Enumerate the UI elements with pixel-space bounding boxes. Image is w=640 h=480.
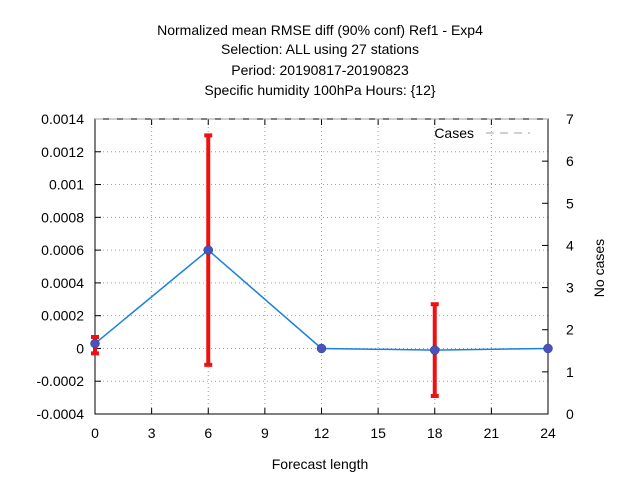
y-tick-label: 0.0012 bbox=[41, 144, 84, 160]
y-tick-label: 0.0004 bbox=[41, 275, 84, 291]
y-tick-label: 0.0002 bbox=[41, 308, 84, 324]
grid bbox=[95, 119, 548, 414]
data-point bbox=[203, 245, 213, 255]
x-tick-label: 24 bbox=[540, 425, 556, 441]
y-tick-label: 0.0006 bbox=[41, 242, 84, 258]
data-points bbox=[90, 245, 553, 355]
x-tick-label: 3 bbox=[148, 425, 156, 441]
y-tick-label: 0.0014 bbox=[41, 111, 84, 127]
y2-tick-label: 1 bbox=[566, 364, 574, 380]
data-point bbox=[430, 345, 440, 355]
x-tick-label: 15 bbox=[370, 425, 386, 441]
y-axis-ticks: 0.0014 0.0012 0.001 0.0008 0.0006 0.0004 0.000… bbox=[37, 111, 101, 422]
x-axis-ticks: 0 3 6 9 12 15 18 21 24 bbox=[91, 119, 556, 441]
y-tick-label: -0.0004 bbox=[37, 406, 85, 422]
x-tick-label: 12 bbox=[314, 425, 330, 441]
y-tick-label: 0.0008 bbox=[41, 209, 84, 225]
y2-axis-label: No cases bbox=[591, 239, 607, 297]
y2-tick-label: 4 bbox=[566, 237, 574, 253]
y2-tick-label: 3 bbox=[566, 280, 574, 296]
y2-tick-label: 5 bbox=[566, 195, 574, 211]
error-bars bbox=[91, 133, 439, 398]
y2-tick-label: 7 bbox=[566, 111, 574, 127]
title-line-1: Normalized mean RMSE diff (90% conf) Ref… bbox=[157, 22, 483, 38]
x-tick-label: 21 bbox=[484, 425, 500, 441]
legend: Cases bbox=[434, 125, 530, 141]
y2-tick-label: 2 bbox=[566, 322, 574, 338]
y2-axis-ticks: 7 6 5 4 3 2 1 0 bbox=[542, 111, 574, 422]
x-tick-label: 6 bbox=[204, 425, 212, 441]
x-tick-label: 9 bbox=[261, 425, 269, 441]
x-tick-label: 0 bbox=[91, 425, 99, 441]
chart-title: Normalized mean RMSE diff (90% conf) Ref… bbox=[157, 22, 483, 98]
y2-tick-label: 6 bbox=[566, 153, 574, 169]
title-line-3: Period: 20190817-20190823 bbox=[231, 62, 409, 78]
title-line-4: Specific humidity 100hPa Hours: {12} bbox=[204, 82, 435, 98]
y-tick-label: 0.001 bbox=[49, 177, 84, 193]
legend-label: Cases bbox=[434, 125, 474, 141]
data-point bbox=[90, 338, 100, 349]
y-tick-label: -0.0002 bbox=[37, 373, 85, 389]
x-axis-label: Forecast length bbox=[272, 456, 369, 472]
x-tick-label: 18 bbox=[427, 425, 443, 441]
title-line-2: Selection: ALL using 27 stations bbox=[221, 41, 419, 57]
data-point bbox=[316, 343, 327, 354]
y-tick-label: 0 bbox=[76, 340, 84, 356]
data-point bbox=[543, 343, 553, 354]
y2-tick-label: 0 bbox=[566, 406, 574, 422]
